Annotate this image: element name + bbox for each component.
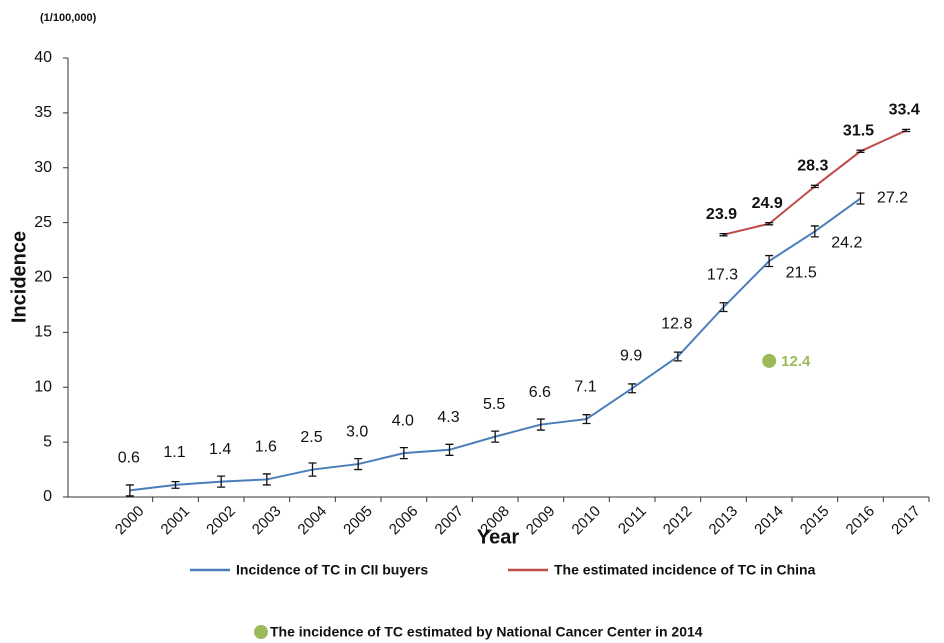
- data-label: 28.3: [797, 158, 828, 175]
- y-tick-label: 0: [43, 488, 52, 505]
- legend-label: The incidence of TC estimated by Nationa…: [270, 624, 703, 640]
- x-tick-label: 2009: [523, 503, 559, 539]
- data-label: 27.2: [877, 190, 908, 207]
- data-label: 24.9: [752, 195, 783, 212]
- error-bar: [125, 484, 134, 497]
- error-bar: [810, 225, 819, 238]
- x-tick-label: 2002: [203, 503, 239, 539]
- error-bar: [673, 351, 682, 362]
- error-bar: [719, 232, 728, 237]
- data-label: 24.2: [831, 235, 862, 252]
- data-label: 2.5: [300, 429, 322, 446]
- error-bar: [217, 475, 226, 488]
- data-label: 23.9: [706, 206, 737, 223]
- data-label: 9.9: [620, 348, 642, 365]
- error-bar: [536, 418, 545, 431]
- x-tick-label: 2015: [797, 503, 833, 539]
- x-tick-label: 2004: [295, 503, 331, 539]
- error-bar: [856, 192, 865, 205]
- legend-label: Incidence of TC in CII buyers: [236, 562, 428, 578]
- data-label: 1.6: [255, 439, 277, 456]
- error-bar: [171, 480, 180, 489]
- x-axis-label: Year: [477, 526, 519, 548]
- data-label: 4.0: [392, 412, 414, 429]
- x-tick-label: 2005: [340, 503, 376, 539]
- x-tick-label: 2016: [843, 503, 879, 539]
- legend-marker: [254, 625, 268, 639]
- series-line: [723, 129, 907, 236]
- data-label: 17.3: [707, 266, 738, 283]
- data-label: 1.1: [163, 444, 185, 461]
- error-bar: [354, 457, 363, 471]
- error-bar: [308, 462, 317, 477]
- x-tick-label: 2014: [751, 503, 787, 539]
- error-bar: [856, 149, 865, 154]
- data-label: 12.8: [661, 316, 692, 333]
- error-bar: [719, 302, 728, 313]
- y-axis-label: Incidence: [8, 231, 30, 323]
- x-tick-label: 2010: [569, 503, 605, 539]
- data-label: 7.1: [574, 378, 596, 395]
- error-bar: [810, 184, 819, 189]
- error-bar: [765, 221, 774, 226]
- data-label: 31.5: [843, 123, 874, 140]
- y-tick-label: 30: [34, 159, 52, 176]
- y-tick-label: 5: [43, 433, 52, 450]
- x-tick-label: 2001: [158, 503, 194, 539]
- error-bar: [262, 473, 271, 486]
- x-tick-label: 2012: [660, 503, 696, 539]
- unit-label: (1/100,000): [40, 12, 97, 24]
- point: [762, 353, 777, 368]
- y-tick-label: 15: [34, 324, 52, 341]
- error-bar: [582, 414, 591, 425]
- x-tick-label: 2011: [615, 503, 650, 538]
- data-label: 4.3: [437, 409, 459, 426]
- error-bar: [445, 443, 454, 456]
- data-label: 6.6: [529, 384, 551, 401]
- data-label: 21.5: [786, 264, 817, 281]
- x-tick-label: 2013: [706, 503, 742, 539]
- error-bar: [399, 446, 408, 460]
- x-tick-label: 2007: [432, 503, 468, 539]
- x-tick-label: 2017: [888, 503, 924, 539]
- data-label: 3.0: [346, 423, 368, 440]
- y-tick-label: 10: [34, 378, 52, 395]
- y-tick-label: 40: [34, 49, 52, 66]
- data-label: 0.6: [118, 450, 140, 467]
- data-label: 33.4: [889, 102, 920, 119]
- y-tick-label: 35: [34, 104, 52, 121]
- error-bar: [491, 430, 500, 443]
- data-label: 1.4: [209, 441, 231, 458]
- error-bar: [628, 383, 637, 394]
- series-line: [129, 197, 862, 492]
- y-tick-label: 25: [34, 214, 52, 231]
- x-tick-label: 2000: [112, 503, 148, 539]
- x-tick-label: 2006: [386, 503, 422, 539]
- error-bar: [902, 128, 911, 133]
- x-tick-label: 2003: [249, 503, 285, 539]
- y-tick-label: 20: [34, 269, 52, 286]
- legend-label: The estimated incidence of TC in China: [554, 562, 816, 578]
- data-label: 12.4: [781, 353, 811, 370]
- data-label: 5.5: [483, 396, 505, 413]
- error-bar: [765, 254, 774, 268]
